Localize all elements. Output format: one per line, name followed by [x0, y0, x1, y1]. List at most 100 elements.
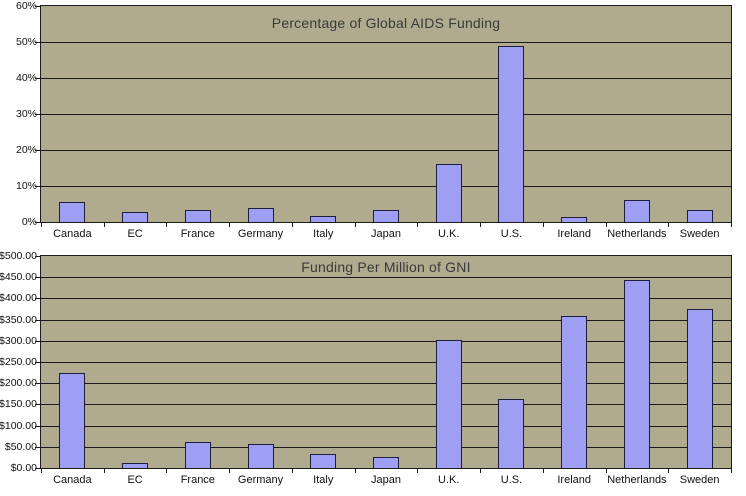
gridline	[41, 320, 731, 321]
plot-area: Percentage of Global AIDS Funding	[40, 5, 732, 223]
bar-france	[185, 210, 211, 222]
x-axis-label-germany: Germany	[237, 474, 284, 486]
y-axis-label: 30%	[15, 108, 37, 120]
bar-ireland	[561, 316, 587, 468]
gridline	[41, 150, 731, 151]
bar-netherlands	[624, 200, 650, 222]
bar-uk	[436, 164, 462, 222]
x-axis-label-japan: Japan	[371, 474, 401, 486]
y-axis-tick	[35, 78, 40, 79]
plot-area: Funding Per Million of GNI	[40, 255, 732, 469]
x-axis-tick	[355, 469, 356, 473]
y-axis-label: $300.00	[0, 335, 37, 347]
x-axis-label-netherlands: Netherlands	[607, 474, 667, 486]
gridline	[41, 78, 731, 79]
x-axis-label-ireland: Ireland	[557, 228, 591, 240]
x-axis-label-germany: Germany	[237, 228, 284, 240]
y-axis-label: 0%	[21, 216, 37, 228]
x-axis-tick	[543, 469, 544, 473]
bar-canada	[59, 373, 85, 468]
x-axis-label-ec: EC	[127, 474, 143, 486]
y-axis-tick	[35, 320, 40, 321]
y-axis-tick	[35, 150, 40, 151]
y-axis-label: $50.00	[4, 441, 37, 453]
y-axis-tick	[35, 256, 40, 257]
x-axis-label-italy: Italy	[313, 228, 334, 240]
x-axis-tick	[606, 223, 607, 227]
bar-ec	[122, 463, 148, 468]
y-axis-label: $450.00	[0, 271, 37, 283]
x-axis-label-canada: Canada	[53, 474, 92, 486]
y-axis-tick	[35, 426, 40, 427]
y-axis-tick	[35, 186, 40, 187]
bar-germany	[248, 444, 274, 468]
x-axis-tick	[668, 223, 669, 227]
bar-france	[185, 442, 211, 468]
bar-ireland	[561, 217, 587, 222]
gridline	[41, 426, 731, 427]
y-axis-label: $250.00	[0, 356, 37, 368]
gridline	[41, 298, 731, 299]
x-axis-label-sweden: Sweden	[679, 228, 720, 240]
x-axis-tick	[355, 223, 356, 227]
bar-ec	[122, 212, 148, 222]
y-axis-tick	[35, 341, 40, 342]
x-axis-tick	[543, 223, 544, 227]
x-axis-label-canada: Canada	[53, 228, 92, 240]
gridline	[41, 341, 731, 342]
y-axis-label: 40%	[15, 72, 37, 84]
y-axis-label: 50%	[15, 36, 37, 48]
bottom-chart-funding-per-million-of-gni: Funding Per Million of GNI $0.00 $50.00 $1…	[0, 248, 746, 496]
y-axis-tick	[35, 6, 40, 7]
x-axis-label-uk: U.K.	[438, 474, 460, 486]
top-chart-percentage-of-global-aids-funding: Percentage of Global AIDS Funding 0% 10% 2…	[0, 0, 746, 247]
bar-us	[498, 399, 524, 468]
x-axis-tick	[229, 223, 230, 227]
bar-netherlands	[624, 280, 650, 468]
x-axis-tick	[166, 469, 167, 473]
gridline	[41, 42, 731, 43]
y-axis-label: $0.00	[10, 462, 37, 474]
x-axis-tick	[417, 223, 418, 227]
gridline	[41, 383, 731, 384]
gridline	[41, 114, 731, 115]
chart-title: Percentage of Global AIDS Funding	[271, 15, 501, 31]
x-axis-label-sweden: Sweden	[679, 474, 720, 486]
y-axis-tick	[35, 404, 40, 405]
y-axis-tick	[35, 298, 40, 299]
bar-sweden	[687, 210, 713, 222]
y-axis-label: $100.00	[0, 420, 37, 432]
y-axis-label: $150.00	[0, 398, 37, 410]
gridline	[41, 277, 731, 278]
gridline	[41, 186, 731, 187]
y-axis-label: 20%	[15, 144, 37, 156]
x-axis-tick	[166, 223, 167, 227]
y-axis-label: $350.00	[0, 314, 37, 326]
y-axis-tick	[35, 383, 40, 384]
x-axis-tick	[104, 469, 105, 473]
y-axis-label: 10%	[15, 180, 37, 192]
bar-germany	[248, 208, 274, 222]
x-axis-label-ec: EC	[127, 228, 143, 240]
bar-italy	[310, 216, 336, 222]
x-axis-tick	[480, 469, 481, 473]
y-axis-label: 60%	[15, 0, 37, 12]
bar-us	[498, 46, 524, 222]
gridline	[41, 362, 731, 363]
y-axis-label: $400.00	[0, 292, 37, 304]
x-axis-label-japan: Japan	[371, 228, 401, 240]
x-axis-label-italy: Italy	[313, 474, 334, 486]
y-axis-tick	[35, 277, 40, 278]
x-axis-tick	[606, 469, 607, 473]
x-axis-tick	[731, 223, 732, 227]
x-axis-tick	[731, 469, 732, 473]
bar-japan	[373, 210, 399, 222]
bar-uk	[436, 340, 462, 468]
x-axis-label-us: U.S.	[500, 474, 523, 486]
x-axis-tick	[41, 469, 42, 473]
x-axis-label-netherlands: Netherlands	[607, 228, 667, 240]
bar-sweden	[687, 309, 713, 468]
x-axis-label-ireland: Ireland	[557, 474, 591, 486]
y-axis-label: $500.00	[0, 250, 37, 262]
